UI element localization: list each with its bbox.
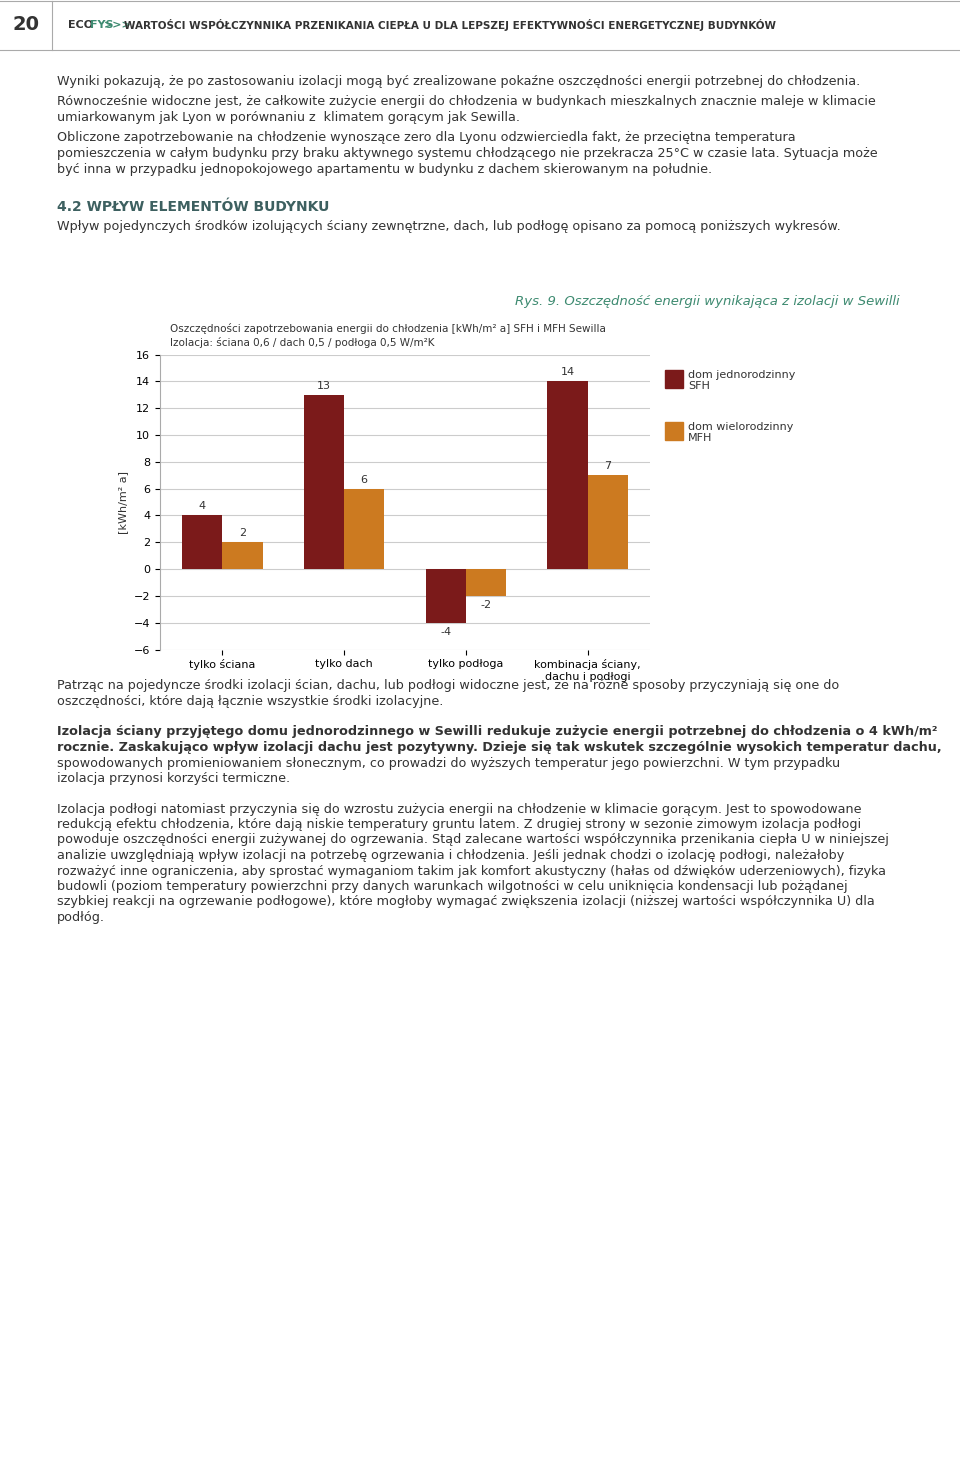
Text: -4: -4 — [441, 627, 451, 637]
Y-axis label: [kWh/m² a]: [kWh/m² a] — [118, 471, 129, 533]
Text: 6: 6 — [361, 474, 368, 484]
Bar — [466, 570, 506, 596]
Text: izolacja przynosi korzyści termiczne.: izolacja przynosi korzyści termiczne. — [57, 772, 290, 785]
Text: Równocześnie widoczne jest, że całkowite zużycie energii do chłodzenia w budynka: Równocześnie widoczne jest, że całkowite… — [57, 95, 876, 109]
Text: dom wielorodzinny
MFH: dom wielorodzinny MFH — [688, 421, 793, 443]
Text: redukcją efektu chłodzenia, które dają niskie temperatury gruntu latem. Z drugie: redukcją efektu chłodzenia, które dają n… — [57, 818, 861, 831]
Text: rocznie. Zaskakująco wpływ izolacji dachu jest pozytywny. Dzieje się tak wskutek: rocznie. Zaskakująco wpływ izolacji dach… — [57, 741, 942, 755]
Text: Obliczone zapotrzebowanie na chłodzenie wynoszące zero dla Lyonu odzwierciedla f: Obliczone zapotrzebowanie na chłodzenie … — [57, 132, 796, 144]
Text: -2: -2 — [480, 600, 492, 609]
Text: dom jednorodzinny
SFH: dom jednorodzinny SFH — [688, 370, 796, 390]
Text: >>>: >>> — [104, 21, 132, 29]
Text: 20: 20 — [12, 16, 39, 35]
Text: podłóg.: podłóg. — [57, 912, 105, 923]
Text: Oszczędności zapotrzebowania energii do chłodzenia [kWh/m² a] SFH i MFH Sewilla: Oszczędności zapotrzebowania energii do … — [170, 323, 606, 335]
Text: analizie uwzględniają wpływ izolacji na potrzebę ogrzewania i chłodzenia. Jeśli : analizie uwzględniają wpływ izolacji na … — [57, 849, 844, 862]
Text: być inna w przypadku jednopokojowego apartamentu w budynku z dachem skierowanym : być inna w przypadku jednopokojowego apa… — [57, 163, 712, 176]
Text: 7: 7 — [604, 461, 612, 471]
Text: Wyniki pokazują, że po zastosowaniu izolacji mogą być zrealizowane pokaźne oszcz: Wyniki pokazują, że po zastosowaniu izol… — [57, 75, 860, 88]
Bar — [223, 542, 263, 570]
Text: oszczędności, które dają łącznie wszystkie środki izolacyjne.: oszczędności, które dają łącznie wszystk… — [57, 694, 444, 708]
Text: umiarkowanym jak Lyon w porównaniu z  klimatem gorącym jak Sewilla.: umiarkowanym jak Lyon w porównaniu z kli… — [57, 112, 520, 123]
Text: 13: 13 — [317, 380, 331, 390]
Text: Rys. 9. Oszczędność energii wynikająca z izolacji w Sewilli: Rys. 9. Oszczędność energii wynikająca z… — [516, 295, 900, 308]
Bar — [344, 489, 384, 570]
Text: Patrząc na pojedyncze środki izolacji ścian, dachu, lub podłogi widoczne jest, ż: Patrząc na pojedyncze środki izolacji śc… — [57, 680, 839, 693]
Text: Wpływ pojedynczych środków izolujących ściany zewnętrzne, dach, lub podłogę opis: Wpływ pojedynczych środków izolujących ś… — [57, 220, 841, 233]
Text: 4: 4 — [199, 502, 205, 511]
Text: ECO: ECO — [68, 21, 93, 29]
Bar — [304, 395, 344, 570]
Bar — [425, 570, 466, 622]
Text: rozważyć inne ograniczenia, aby sprostać wymaganiom takim jak komfort akustyczny: rozważyć inne ograniczenia, aby sprostać… — [57, 865, 886, 878]
Text: budowli (poziom temperatury powierzchni przy danych warunkach wilgotności w celu: budowli (poziom temperatury powierzchni … — [57, 879, 848, 893]
Bar — [547, 382, 588, 570]
Text: szybkiej reakcji na ogrzewanie podłogowe), które mogłoby wymagać zwiększenia izo: szybkiej reakcji na ogrzewanie podłogowe… — [57, 895, 875, 909]
Text: 2: 2 — [239, 528, 246, 539]
Text: FYS: FYS — [90, 21, 113, 29]
Text: powoduje oszczędności energii zużywanej do ogrzewania. Stąd zalecane wartości ws: powoduje oszczędności energii zużywanej … — [57, 834, 889, 847]
Text: spowodowanych promieniowaniem słonecznym, co prowadzi do wyższych temperatur jeg: spowodowanych promieniowaniem słonecznym… — [57, 756, 840, 769]
Text: WARTOŚCI WSPÓŁCZYNNIKA PRZENIKANIA CIEPŁA U DLA LEPSZEJ EFEKTYWNOŚCI ENERGETYCZN: WARTOŚCI WSPÓŁCZYNNIKA PRZENIKANIA CIEPŁ… — [124, 19, 776, 31]
Text: 14: 14 — [561, 367, 574, 377]
Text: 4.2 WPŁYW ELEMENTÓW BUDYNKU: 4.2 WPŁYW ELEMENTÓW BUDYNKU — [57, 200, 329, 214]
Text: pomieszczenia w całym budynku przy braku aktywnego systemu chłodzącego nie przek: pomieszczenia w całym budynku przy braku… — [57, 147, 877, 160]
Bar — [588, 476, 628, 570]
Bar — [182, 515, 223, 570]
Text: Izolacja podłogi natomiast przyczynia się do wzrostu zużycia energii na chłodzen: Izolacja podłogi natomiast przyczynia si… — [57, 803, 861, 816]
Text: Izolacja ściany przyjętego domu jednorodzinnego w Sewilli redukuje zużycie energ: Izolacja ściany przyjętego domu jednorod… — [57, 725, 938, 738]
Text: Izolacja: ściana 0,6 / dach 0,5 / podłoga 0,5 W/m²K: Izolacja: ściana 0,6 / dach 0,5 / podłog… — [170, 336, 435, 348]
